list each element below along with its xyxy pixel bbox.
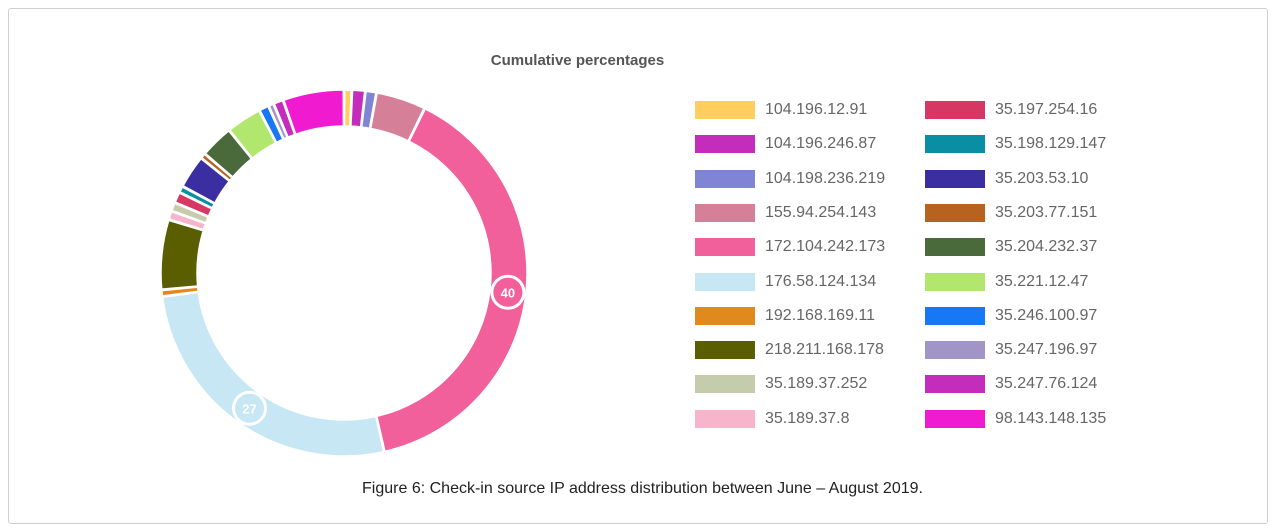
donut-slice-35-189-37-8[interactable]: [168, 210, 207, 231]
donut-slice-35-197-254-16[interactable]: [174, 192, 213, 217]
legend-item-104-198-236-219[interactable]: 104.198.236.219: [695, 167, 885, 191]
legend-swatch: [925, 238, 985, 257]
legend-swatch: [925, 341, 985, 360]
donut-slice-176-58-124-134[interactable]: [161, 291, 385, 457]
legend-item-172-104-242-173[interactable]: 172.104.242.173: [695, 235, 885, 259]
donut-slice-192-168-169-11[interactable]: [161, 286, 199, 297]
legend-label: 176.58.124.134: [765, 272, 877, 290]
legend-item-35-203-53-10[interactable]: 35.203.53.10: [925, 167, 1088, 191]
legend-label: 35.203.77.151: [995, 203, 1098, 221]
legend-swatch: [695, 169, 755, 188]
legend-label: 35.247.76.124: [995, 375, 1098, 393]
legend-label: 155.94.254.143: [765, 203, 877, 221]
data-label-text: 27: [242, 401, 256, 416]
donut-slice-104-196-12-91[interactable]: [343, 89, 352, 127]
legend-item-98-143-148-135[interactable]: 98.143.148.135: [925, 407, 1106, 431]
chart-title: Cumulative percentages: [0, 52, 1275, 69]
legend-item-35-204-232-37[interactable]: 35.204.232.37: [925, 235, 1097, 259]
legend-swatch: [695, 203, 755, 222]
legend-swatch: [925, 306, 985, 325]
legend-swatch: [925, 409, 985, 428]
legend-label: 98.143.148.135: [995, 409, 1107, 427]
legend-item-176-58-124-134[interactable]: 176.58.124.134: [695, 270, 876, 294]
legend-label: 104.198.236.219: [765, 169, 886, 187]
donut-slice-172-104-242-173[interactable]: [376, 108, 528, 453]
legend-label: 172.104.242.173: [765, 238, 886, 256]
donut-slice-104-198-236-219[interactable]: [360, 90, 377, 130]
legend-swatch: [925, 375, 985, 394]
data-label-172-104-242-173: 40: [490, 274, 526, 310]
legend-item-104-196-246-87[interactable]: 104.196.246.87: [695, 132, 876, 156]
donut-slice-218-211-168-178[interactable]: [160, 219, 205, 290]
legend-swatch: [695, 409, 755, 428]
legend-label: 35.204.232.37: [995, 238, 1098, 256]
legend-label: 104.196.12.91: [765, 101, 868, 118]
legend-label: 35.197.254.16: [995, 101, 1098, 118]
legend-swatch: [925, 169, 985, 188]
donut-slice-35-203-77-151[interactable]: [200, 153, 234, 182]
legend-item-35-198-129-147[interactable]: 35.198.129.147: [925, 132, 1106, 156]
legend-swatch: [695, 375, 755, 394]
legend-item-35-247-196-97[interactable]: 35.247.196.97: [925, 338, 1097, 362]
legend-swatch: [925, 135, 985, 154]
legend-item-35-247-76-124[interactable]: 35.247.76.124: [925, 372, 1097, 396]
legend-item-35-203-77-151[interactable]: 35.203.77.151: [925, 201, 1097, 225]
figure-caption-text: Figure 6: Check-in source IP address dis…: [362, 480, 923, 497]
legend-item-35-189-37-252[interactable]: 35.189.37.252: [695, 372, 867, 396]
legend-swatch: [925, 272, 985, 291]
donut-slice-35-189-37-252[interactable]: [171, 202, 210, 224]
donut-slice-98-143-148-135[interactable]: [282, 89, 345, 136]
legend-item-35-221-12-47[interactable]: 35.221.12.47: [925, 270, 1088, 294]
chart-title-text: Cumulative percentages: [490, 52, 665, 69]
legend-label: 192.168.169.11: [765, 306, 876, 324]
legend-label: 35.189.37.8: [765, 409, 850, 427]
legend-item-35-189-37-8[interactable]: 35.189.37.8: [695, 407, 850, 431]
legend-item-35-246-100-97[interactable]: 35.246.100.97: [925, 304, 1097, 328]
data-label-176-58-124-134: 27: [231, 390, 267, 426]
legend-swatch: [925, 101, 985, 119]
legend-item-104-196-12-91[interactable]: 104.196.12.91: [695, 98, 867, 122]
legend-label: 218.211.168.178: [765, 341, 884, 359]
legend-swatch: [695, 272, 755, 291]
donut-slice-35-204-232-37[interactable]: [204, 129, 253, 178]
legend-label: 35.246.100.97: [995, 306, 1098, 324]
legend-label: 35.203.53.10: [995, 169, 1089, 187]
figure-caption: Figure 6: Check-in source IP address dis…: [0, 480, 1275, 498]
data-label-badge: [490, 274, 526, 310]
donut-slice-155-94-254-143[interactable]: [369, 92, 425, 142]
legend-label: 35.189.37.252: [765, 375, 868, 393]
legend-item-35-197-254-16[interactable]: 35.197.254.16: [925, 98, 1097, 122]
donut-slice-35-247-76-124[interactable]: [350, 89, 366, 128]
legend-swatch: [925, 203, 985, 222]
legend-item-218-211-168-178[interactable]: 218.211.168.178: [695, 338, 884, 362]
legend-swatch: [695, 306, 755, 325]
legend-label: 35.221.12.47: [995, 272, 1089, 290]
donut-slice-35-203-53-10[interactable]: [182, 157, 231, 204]
legend-item-192-168-169-11[interactable]: 192.168.169.11: [695, 304, 875, 328]
donut-slice-35-221-12-47[interactable]: [228, 110, 277, 160]
legend-label: 35.198.129.147: [995, 135, 1107, 153]
figure-frame: [8, 8, 1268, 524]
legend-swatch: [695, 101, 755, 119]
data-label-badge: [231, 390, 267, 426]
legend-swatch: [695, 135, 755, 154]
donut-slice-35-247-196-97[interactable]: [268, 103, 288, 140]
legend-label: 104.196.246.87: [765, 135, 877, 153]
legend-swatch: [695, 238, 755, 257]
data-label-text: 40: [501, 285, 515, 300]
donut-slice-35-198-129-147[interactable]: [179, 186, 216, 209]
donut-slice-35-246-100-97[interactable]: [259, 105, 284, 144]
donut-chart: 40 27: [160, 89, 528, 457]
donut-slice-104-196-246-87[interactable]: [273, 99, 296, 139]
chart-legend: 104.196.12.91 35.197.254.16 104.196.246.87…: [695, 98, 1165, 443]
legend-item-155-94-254-143[interactable]: 155.94.254.143: [695, 201, 876, 225]
legend-swatch: [695, 341, 755, 360]
legend-label: 35.247.196.97: [995, 341, 1098, 359]
